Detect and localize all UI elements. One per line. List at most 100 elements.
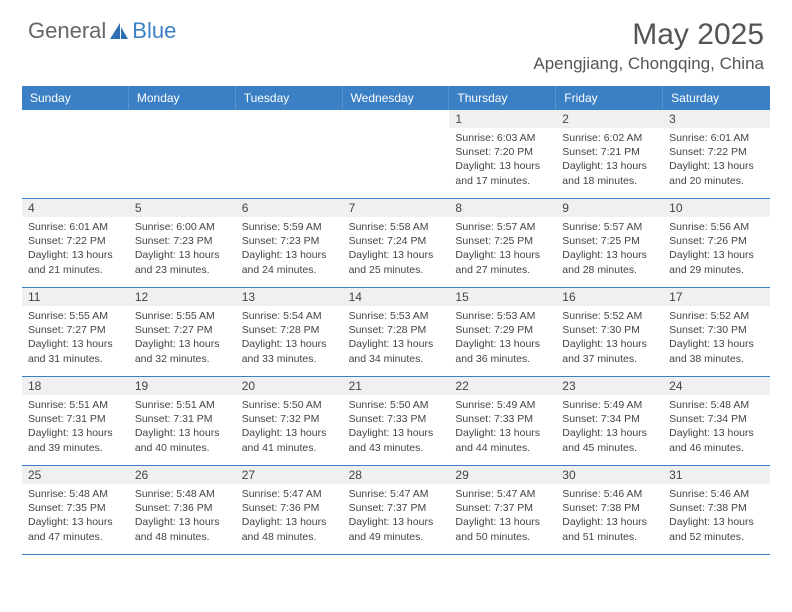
day-cell: 14Sunrise: 5:53 AMSunset: 7:28 PMDayligh… [343,288,450,376]
day-info: Sunrise: 5:47 AMSunset: 7:37 PMDaylight:… [349,487,444,544]
weekday-header: Saturday [663,86,770,110]
weekday-header-row: Sunday Monday Tuesday Wednesday Thursday… [22,86,770,110]
day-cell: 23 Sunrise: 5:49 AMSunset: 7:34 PMDayligh… [556,377,663,465]
day-cell: 30Sunrise: 5:46 AMSunset: 7:38 PMDayligh… [556,466,663,554]
day-number: 19 [129,377,236,395]
day-info: Sunrise: 5:46 AMSunset: 7:38 PMDaylight:… [669,487,764,544]
weekday-header: Sunday [22,86,129,110]
day-cell: 21 Sunrise: 5:50 AMSunset: 7:33 PMDayligh… [343,377,450,465]
day-info: Sunrise: 5:56 AMSunset: 7:26 PMDaylight:… [669,220,764,277]
day-cell: 17Sunrise: 5:52 AMSunset: 7:30 PMDayligh… [663,288,770,376]
week-row: 4 Sunrise: 6:01 AMSunset: 7:22 PMDaylight… [22,199,770,288]
weekday-header: Wednesday [343,86,450,110]
day-number: 12 [129,288,236,306]
day-number: 23 [556,377,663,395]
day-cell: 1 Sunrise: 6:03 AMSunset: 7:20 PMDaylight… [449,110,556,198]
day-number: 16 [556,288,663,306]
day-info: Sunrise: 5:57 AMSunset: 7:25 PMDaylight:… [562,220,657,277]
day-number: 31 [663,466,770,484]
day-info: Sunrise: 5:48 AMSunset: 7:34 PMDaylight:… [669,398,764,455]
day-info: Sunrise: 5:47 AMSunset: 7:37 PMDaylight:… [455,487,550,544]
day-info: Sunrise: 5:54 AMSunset: 7:28 PMDaylight:… [242,309,337,366]
day-number: 25 [22,466,129,484]
day-cell: 13 Sunrise: 5:54 AMSunset: 7:28 PMDayligh… [236,288,343,376]
day-info: Sunrise: 5:58 AMSunset: 7:24 PMDaylight:… [349,220,444,277]
day-number: 15 [449,288,556,306]
day-number: 11 [22,288,129,306]
day-number: 9 [556,199,663,217]
day-info: Sunrise: 6:00 AMSunset: 7:23 PMDaylight:… [135,220,230,277]
calendar-grid: Sunday Monday Tuesday Wednesday Thursday… [22,86,770,555]
page-header: General Blue May 2025 Apengjiang, Chongq… [0,0,792,80]
day-cell: 31 Sunrise: 5:46 AMSunset: 7:38 PMDayligh… [663,466,770,554]
day-number: 28 [343,466,450,484]
day-info: Sunrise: 5:51 AMSunset: 7:31 PMDaylight:… [28,398,123,455]
day-info: Sunrise: 5:53 AMSunset: 7:29 PMDaylight:… [455,309,550,366]
day-cell: 10 Sunrise: 5:56 AMSunset: 7:26 PMDayligh… [663,199,770,287]
weekday-header: Thursday [449,86,556,110]
day-cell: 25 Sunrise: 5:48 AMSunset: 7:35 PMDayligh… [22,466,129,554]
day-number: 10 [663,199,770,217]
day-info: Sunrise: 5:49 AMSunset: 7:34 PMDaylight:… [562,398,657,455]
day-info: Sunrise: 5:52 AMSunset: 7:30 PMDaylight:… [562,309,657,366]
day-cell: 26Sunrise: 5:48 AMSunset: 7:36 PMDayligh… [129,466,236,554]
day-info: Sunrise: 5:48 AMSunset: 7:35 PMDaylight:… [28,487,123,544]
day-info: Sunrise: 6:01 AMSunset: 7:22 PMDaylight:… [28,220,123,277]
day-number: 4 [22,199,129,217]
month-title: May 2025 [533,18,764,52]
brand-part1: General [28,18,106,44]
empty-cell [129,110,236,198]
empty-cell [343,110,450,198]
day-number: 2 [556,110,663,128]
day-cell: 19 Sunrise: 5:51 AMSunset: 7:31 PMDayligh… [129,377,236,465]
day-info: Sunrise: 6:03 AMSunset: 7:20 PMDaylight:… [455,131,550,188]
day-info: Sunrise: 5:52 AMSunset: 7:30 PMDaylight:… [669,309,764,366]
day-cell: 8 Sunrise: 5:57 AMSunset: 7:25 PMDaylight… [449,199,556,287]
day-number: 20 [236,377,343,395]
week-row: 11 Sunrise: 5:55 AMSunset: 7:27 PMDayligh… [22,288,770,377]
day-cell: 27Sunrise: 5:47 AMSunset: 7:36 PMDayligh… [236,466,343,554]
day-cell: 3Sunrise: 6:01 AMSunset: 7:22 PMDaylight… [663,110,770,198]
day-info: Sunrise: 5:57 AMSunset: 7:25 PMDaylight:… [455,220,550,277]
day-number: 24 [663,377,770,395]
day-cell: 28 Sunrise: 5:47 AMSunset: 7:37 PMDayligh… [343,466,450,554]
day-cell: 7 Sunrise: 5:58 AMSunset: 7:24 PMDaylight… [343,199,450,287]
brand-logo: General Blue [28,18,176,44]
day-info: Sunrise: 5:53 AMSunset: 7:28 PMDaylight:… [349,309,444,366]
day-number: 7 [343,199,450,217]
week-row: 25 Sunrise: 5:48 AMSunset: 7:35 PMDayligh… [22,466,770,555]
day-cell: 5 Sunrise: 6:00 AMSunset: 7:23 PMDaylight… [129,199,236,287]
title-block: May 2025 Apengjiang, Chongqing, China [533,18,764,74]
day-info: Sunrise: 6:02 AMSunset: 7:21 PMDaylight:… [562,131,657,188]
day-number: 5 [129,199,236,217]
day-number: 8 [449,199,556,217]
day-cell: 15 Sunrise: 5:53 AMSunset: 7:29 PMDayligh… [449,288,556,376]
brand-part2: Blue [132,18,176,44]
day-cell: 2 Sunrise: 6:02 AMSunset: 7:21 PMDaylight… [556,110,663,198]
day-cell: 24 Sunrise: 5:48 AMSunset: 7:34 PMDayligh… [663,377,770,465]
day-cell: 12 Sunrise: 5:55 AMSunset: 7:27 PMDayligh… [129,288,236,376]
week-row: 1 Sunrise: 6:03 AMSunset: 7:20 PMDaylight… [22,110,770,199]
weekday-header: Monday [129,86,236,110]
day-number: 30 [556,466,663,484]
day-info: Sunrise: 5:50 AMSunset: 7:32 PMDaylight:… [242,398,337,455]
weekday-header: Tuesday [236,86,343,110]
empty-cell [22,110,129,198]
day-cell: 9 Sunrise: 5:57 AMSunset: 7:25 PMDaylight… [556,199,663,287]
day-number: 13 [236,288,343,306]
day-number: 1 [449,110,556,128]
day-info: Sunrise: 5:51 AMSunset: 7:31 PMDaylight:… [135,398,230,455]
location-text: Apengjiang, Chongqing, China [533,54,764,74]
empty-cell [236,110,343,198]
day-cell: 20 Sunrise: 5:50 AMSunset: 7:32 PMDayligh… [236,377,343,465]
day-number: 27 [236,466,343,484]
day-info: Sunrise: 5:55 AMSunset: 7:27 PMDaylight:… [135,309,230,366]
day-cell: 6Sunrise: 5:59 AMSunset: 7:23 PMDaylight… [236,199,343,287]
day-cell: 29Sunrise: 5:47 AMSunset: 7:37 PMDayligh… [449,466,556,554]
day-number: 21 [343,377,450,395]
day-number: 26 [129,466,236,484]
day-cell: 18Sunrise: 5:51 AMSunset: 7:31 PMDayligh… [22,377,129,465]
day-cell: 4 Sunrise: 6:01 AMSunset: 7:22 PMDaylight… [22,199,129,287]
day-number: 22 [449,377,556,395]
day-info: Sunrise: 5:50 AMSunset: 7:33 PMDaylight:… [349,398,444,455]
